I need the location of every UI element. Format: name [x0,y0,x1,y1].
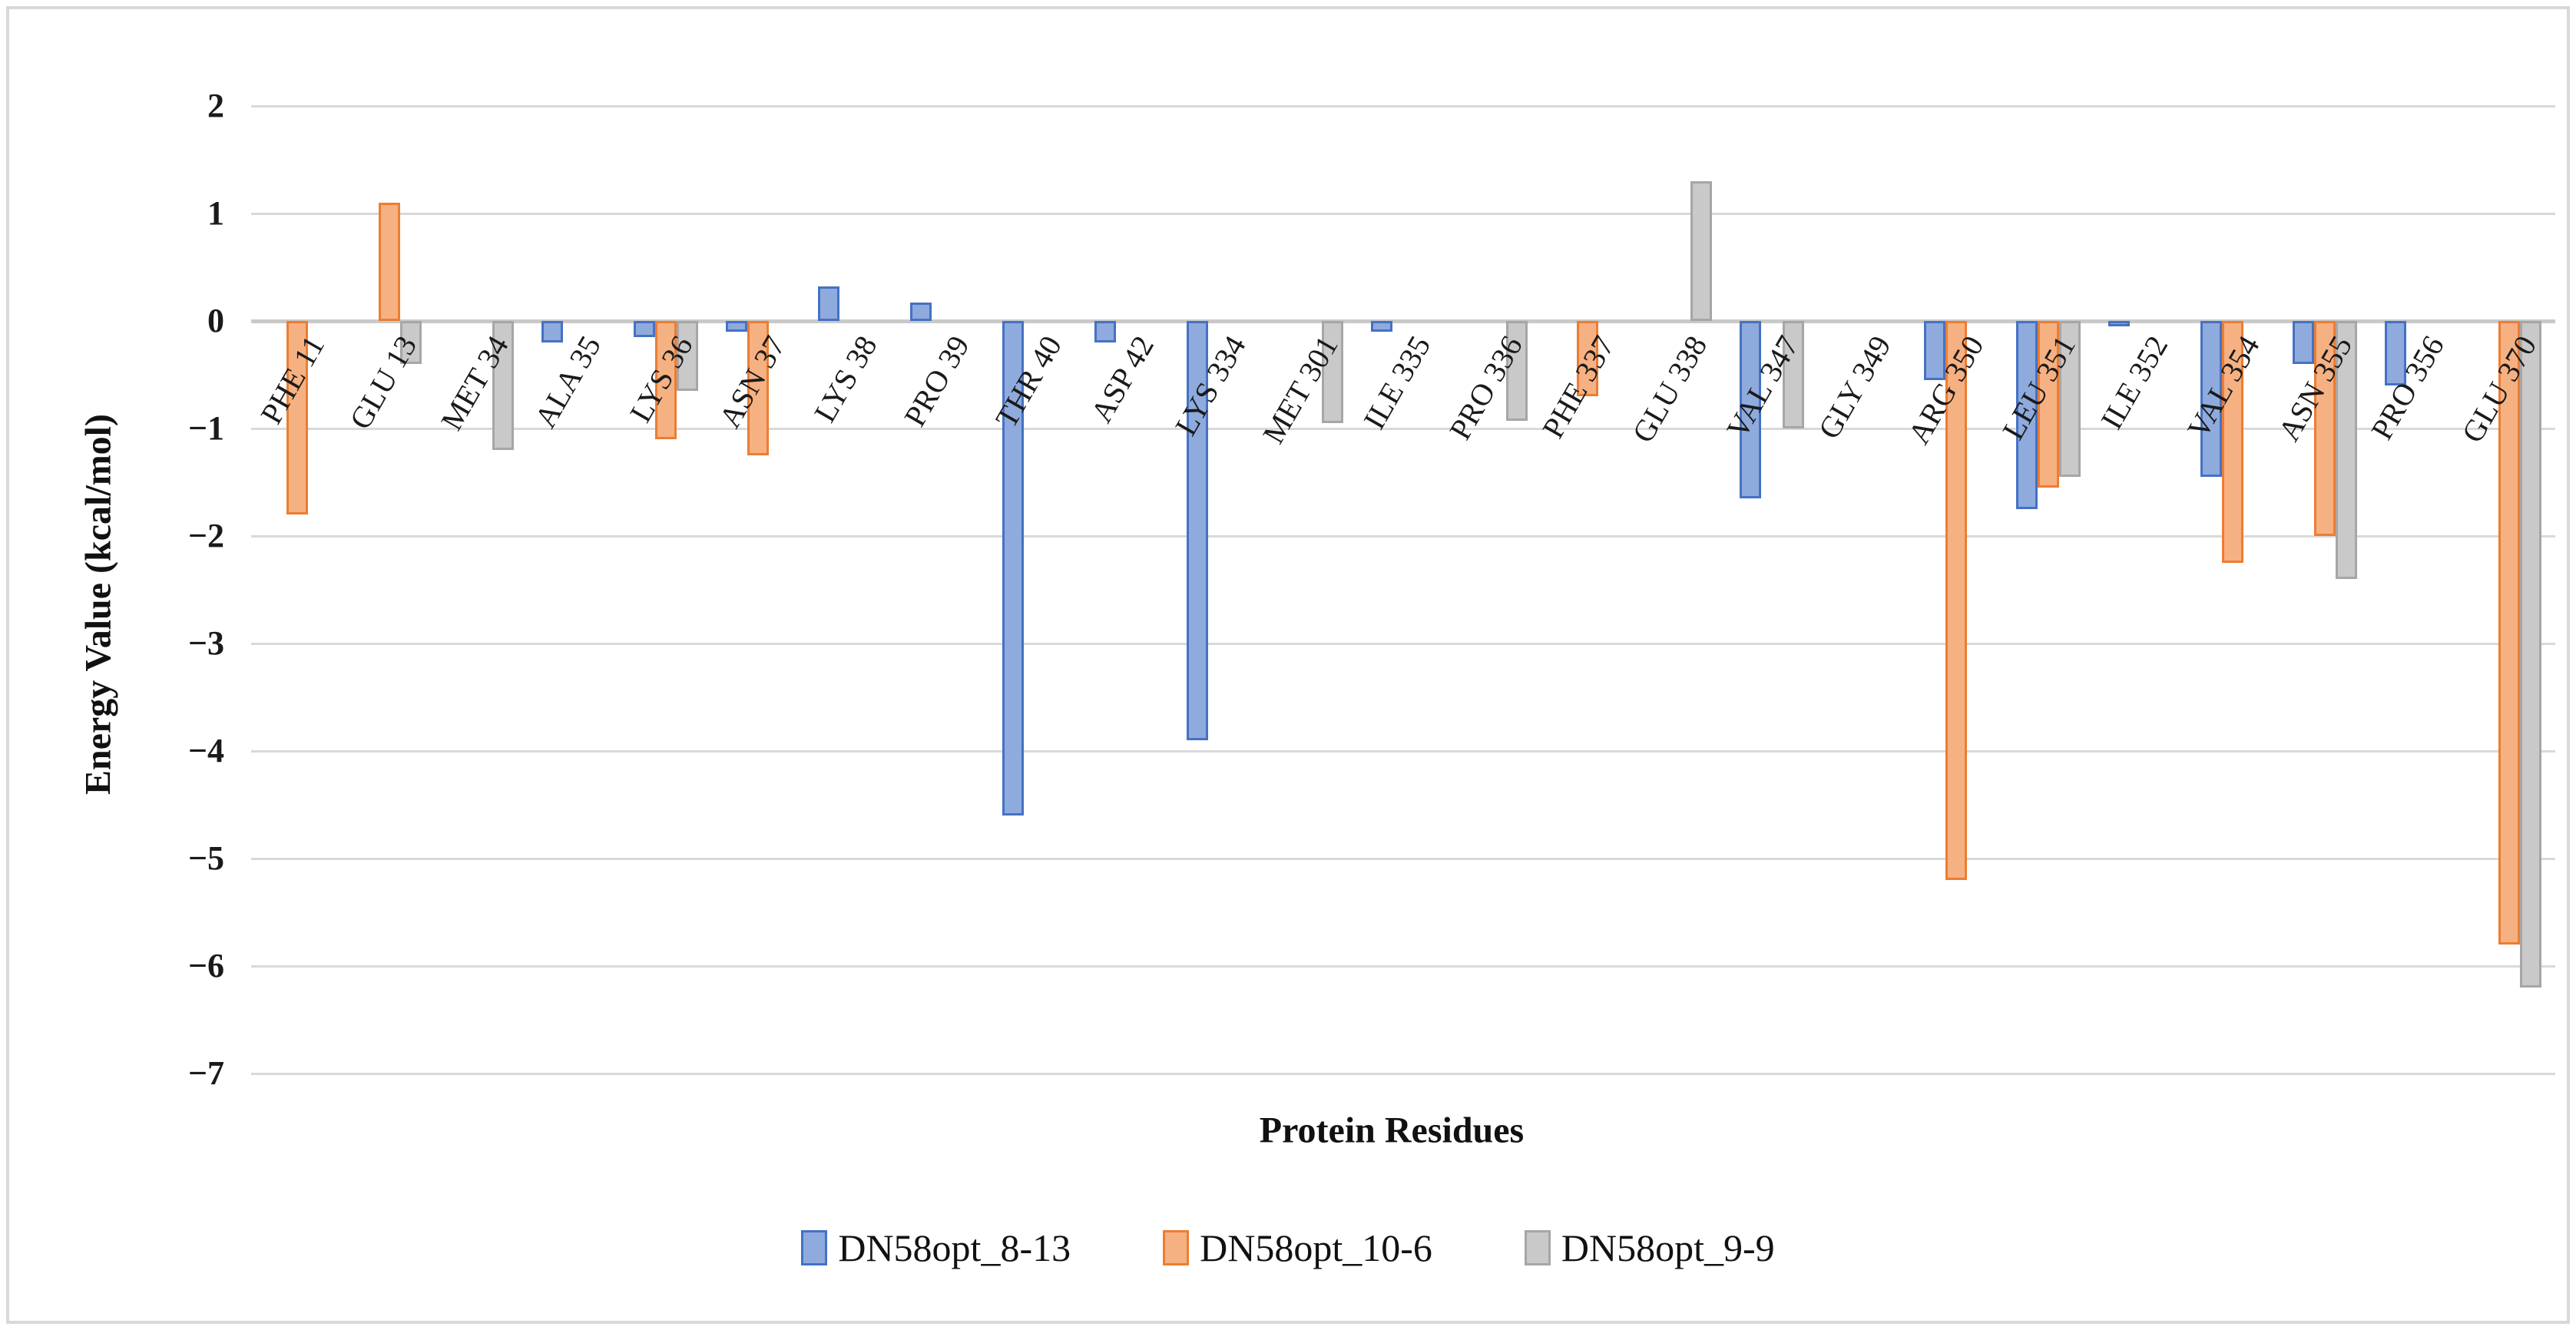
bar-DN58opt_9-9-MET-301 [1322,321,1343,423]
gridline [251,427,2555,430]
bar-DN58opt_8-13-ASN-355 [2293,321,2314,364]
y-tick-label: −4 [187,732,224,769]
bar-DN58opt_10-6-PHE-11 [286,321,308,514]
legend-item: DN58opt_8-13 [801,1226,1071,1269]
bar-DN58opt_8-13-ILE-335 [1371,321,1392,332]
bar-DN58opt_10-6-GLU-13 [379,203,400,321]
gridline [251,534,2555,538]
bar-DN58opt_10-6-GLU-370 [2498,321,2520,945]
legend-swatch-icon [1524,1230,1551,1265]
bar-DN58opt_9-9-LYS-36 [677,321,698,391]
bar-DN58opt_8-13-LYS-38 [818,286,839,321]
gridline [251,104,2555,108]
bar-DN58opt_10-6-LYS-36 [655,321,677,439]
gridline [251,964,2555,968]
bar-DN58opt_9-9-MET-34 [492,321,514,450]
bar-DN58opt_9-9-GLU-370 [2520,321,2541,988]
bar-DN58opt_8-13-LYS-334 [1187,321,1208,740]
y-tick-label: 1 [207,194,224,232]
plot-area [251,104,2555,1075]
bar-DN58opt_10-6-ASN-37 [747,321,769,455]
y-tick-label: −3 [187,624,224,662]
bar-DN58opt_8-13-LEU-351 [2016,321,2038,509]
bar-DN58opt_10-6-ARG-350 [1945,321,1967,880]
bar-DN58opt_8-13-ILE-352 [2108,321,2130,326]
gridline [251,1072,2555,1075]
bar-DN58opt_8-13-ASN-37 [726,321,747,332]
y-tick-label: −1 [187,409,224,447]
legend-item: DN58opt_9-9 [1524,1226,1775,1269]
y-tick-label: 0 [207,302,224,339]
bar-DN58opt_8-13-ARG-350 [1924,321,1945,380]
bar-DN58opt_8-13-VAL-347 [1740,321,1761,498]
bar-DN58opt_10-6-LEU-351 [2038,321,2059,488]
bar-DN58opt_8-13-VAL-354 [2200,321,2222,477]
bar-DN58opt_8-13-LYS-36 [634,321,655,337]
legend: DN58opt_8-13 DN58opt_10-6 DN58opt_9-9 [9,1226,2567,1269]
bar-DN58opt_9-9-GLU-13 [400,321,422,364]
y-tick-label: 2 [207,87,224,124]
y-tick-label: −2 [187,517,224,554]
chart-frame: Energy Value (kcal/mol) Protein Residues… [6,6,2570,1324]
bar-DN58opt_8-13-THR-40 [1002,321,1024,816]
legend-item: DN58opt_10-6 [1163,1226,1432,1269]
bar-DN58opt_10-6-ASN-355 [2314,321,2336,536]
y-tick-label: −7 [187,1054,224,1092]
bar-DN58opt_8-13-ALA-35 [541,321,563,342]
bar-DN58opt_10-6-PHE-337 [1577,321,1598,396]
bar-DN58opt_9-9-ASN-355 [2336,321,2357,579]
legend-label: DN58opt_9-9 [1561,1226,1775,1269]
gridline [251,642,2555,645]
legend-label: DN58opt_8-13 [838,1226,1071,1269]
bar-DN58opt_9-9-GLU-338 [1690,181,1712,321]
bar-DN58opt_9-9-LEU-351 [2059,321,2081,477]
bar-DN58opt_8-13-ASP-42 [1094,321,1116,342]
bar-DN58opt_9-9-PRO-336 [1506,321,1528,422]
bar-DN58opt_8-13-PRO-39 [910,303,932,321]
gridline [251,749,2555,753]
legend-swatch-icon [801,1230,828,1265]
legend-swatch-icon [1163,1230,1190,1265]
y-tick-label: −5 [187,839,224,877]
gridline [251,212,2555,215]
bar-DN58opt_9-9-VAL-347 [1783,321,1804,428]
x-axis-title: Protein Residues [1259,1110,1525,1151]
gridline [251,857,2555,860]
legend-label: DN58opt_10-6 [1200,1226,1432,1269]
y-tick-label: −6 [187,947,224,984]
bar-DN58opt_10-6-VAL-354 [2222,321,2243,563]
bar-DN58opt_8-13-PRO-356 [2385,321,2406,385]
zero-axis-line [251,319,2555,323]
